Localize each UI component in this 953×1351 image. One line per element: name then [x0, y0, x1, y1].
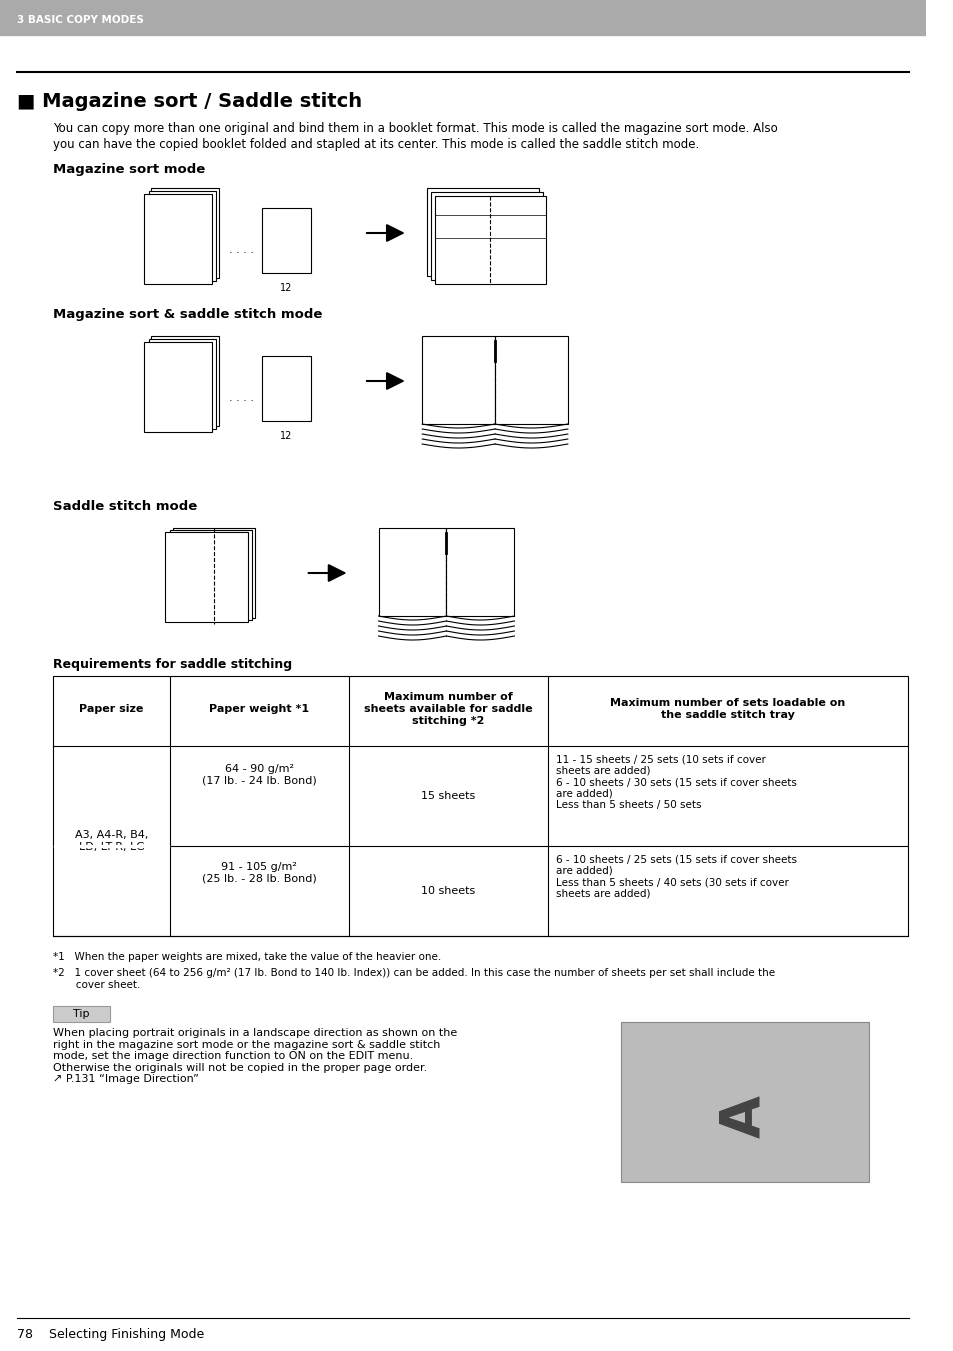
Bar [149, 339, 216, 430]
Bar [0, 0, 925, 35]
Bar [431, 192, 542, 280]
Text: Tip: Tip [73, 1009, 90, 1019]
Text: 3: 3 [231, 561, 236, 571]
Bar [144, 195, 212, 284]
Text: ■ Magazine sort / Saddle stitch: ■ Magazine sort / Saddle stitch [17, 92, 362, 111]
Text: 1: 1 [182, 349, 189, 359]
Bar [422, 336, 495, 424]
Text: 1: 1 [231, 539, 236, 549]
Text: Maximum number of
sheets available for saddle
stitching *2: Maximum number of sheets available for s… [364, 693, 532, 725]
Text: 4: 4 [449, 220, 455, 230]
Text: . . . .: . . . . [229, 245, 253, 255]
Text: you can have the copied booklet folded and stapled at its center. This mode is c: you can have the copied booklet folded a… [53, 138, 699, 151]
Text: 3: 3 [182, 245, 189, 255]
Text: 3: 3 [182, 393, 189, 403]
Bar [378, 528, 446, 616]
Text: A: A [717, 1096, 771, 1139]
Text: 15 sheets: 15 sheets [421, 790, 475, 801]
Text: 7: 7 [527, 361, 534, 372]
Text: 5: 5 [231, 585, 236, 594]
Text: *1   When the paper weights are mixed, take the value of the heavier one.: *1 When the paper weights are mixed, tak… [53, 952, 441, 962]
Text: 78    Selecting Finishing Mode: 78 Selecting Finishing Mode [17, 1328, 205, 1342]
Bar [620, 1021, 868, 1182]
Bar [427, 188, 538, 276]
Text: 7: 7 [476, 551, 483, 561]
Text: 1: 1 [182, 201, 189, 211]
Text: 2: 2 [182, 223, 189, 232]
Bar [144, 342, 212, 432]
Text: 8: 8 [177, 585, 183, 594]
Bar [53, 676, 906, 936]
Text: You can copy more than one original and bind them in a booklet format. This mode: You can copy more than one original and … [53, 122, 778, 135]
Bar [435, 196, 546, 284]
Text: 11 - 15 sheets / 25 sets (10 sets if cover
sheets are added)
6 - 10 sheets / 30 : 11 - 15 sheets / 25 sets (10 sets if cov… [556, 754, 796, 811]
Text: 6 - 10 sheets / 25 sets (15 sets if cover sheets
are added)
Less than 5 sheets /: 6 - 10 sheets / 25 sets (15 sets if cove… [556, 854, 797, 898]
Bar [54, 844, 169, 847]
Text: Magazine sort & saddle stitch mode: Magazine sort & saddle stitch mode [53, 308, 322, 322]
Bar [152, 188, 219, 278]
Bar [170, 530, 253, 620]
Text: Paper size: Paper size [79, 704, 144, 713]
Text: Maximum number of sets loadable on
the saddle stitch tray: Maximum number of sets loadable on the s… [610, 698, 844, 720]
Text: 64 - 90 g/m²
(17 lb. - 24 lb. Bond): 64 - 90 g/m² (17 lb. - 24 lb. Bond) [202, 765, 316, 785]
Bar [152, 336, 219, 426]
Text: 10: 10 [174, 561, 187, 571]
Text: Paper weight *1: Paper weight *1 [209, 704, 309, 713]
Text: 6: 6 [449, 197, 455, 207]
Text: . . . .: . . . . [229, 393, 253, 403]
Bar [53, 1006, 110, 1021]
Text: Saddle stitch mode: Saddle stitch mode [53, 500, 197, 513]
Text: 10 sheets: 10 sheets [421, 886, 475, 896]
Bar [495, 336, 567, 424]
Text: 12: 12 [280, 282, 293, 293]
Bar [165, 532, 247, 621]
Text: 3 BASIC COPY MODES: 3 BASIC COPY MODES [17, 15, 144, 26]
Text: *2   1 cover sheet (64 to 256 g/m² (17 lb. Bond to 140 lb. Index)) can be added.: *2 1 cover sheet (64 to 256 g/m² (17 lb.… [53, 969, 775, 989]
Bar [172, 528, 255, 617]
Text: A3, A4-R, B4,
LD, LT-R, LG: A3, A4-R, B4, LD, LT-R, LG [75, 831, 148, 851]
Text: Magazine sort mode: Magazine sort mode [53, 163, 206, 176]
Text: 2: 2 [182, 372, 189, 381]
Text: 91 - 105 g/m²
(25 lb. - 28 lb. Bond): 91 - 105 g/m² (25 lb. - 28 lb. Bond) [202, 862, 316, 884]
Text: 2: 2 [449, 245, 455, 255]
Text: 6: 6 [409, 551, 416, 561]
Text: 12: 12 [174, 539, 187, 549]
Bar [149, 190, 216, 281]
Bar [446, 528, 514, 616]
Bar [262, 357, 311, 422]
Bar [262, 208, 311, 273]
Text: 6: 6 [456, 361, 461, 372]
Text: Requirements for saddle stitching: Requirements for saddle stitching [53, 658, 293, 671]
Text: 12: 12 [280, 431, 293, 440]
Text: 7: 7 [505, 197, 511, 207]
Text: 11: 11 [502, 245, 515, 255]
Text: When placing portrait originals in a landscape direction as shown on the
right i: When placing portrait originals in a lan… [53, 1028, 457, 1085]
Text: 9: 9 [505, 220, 511, 230]
